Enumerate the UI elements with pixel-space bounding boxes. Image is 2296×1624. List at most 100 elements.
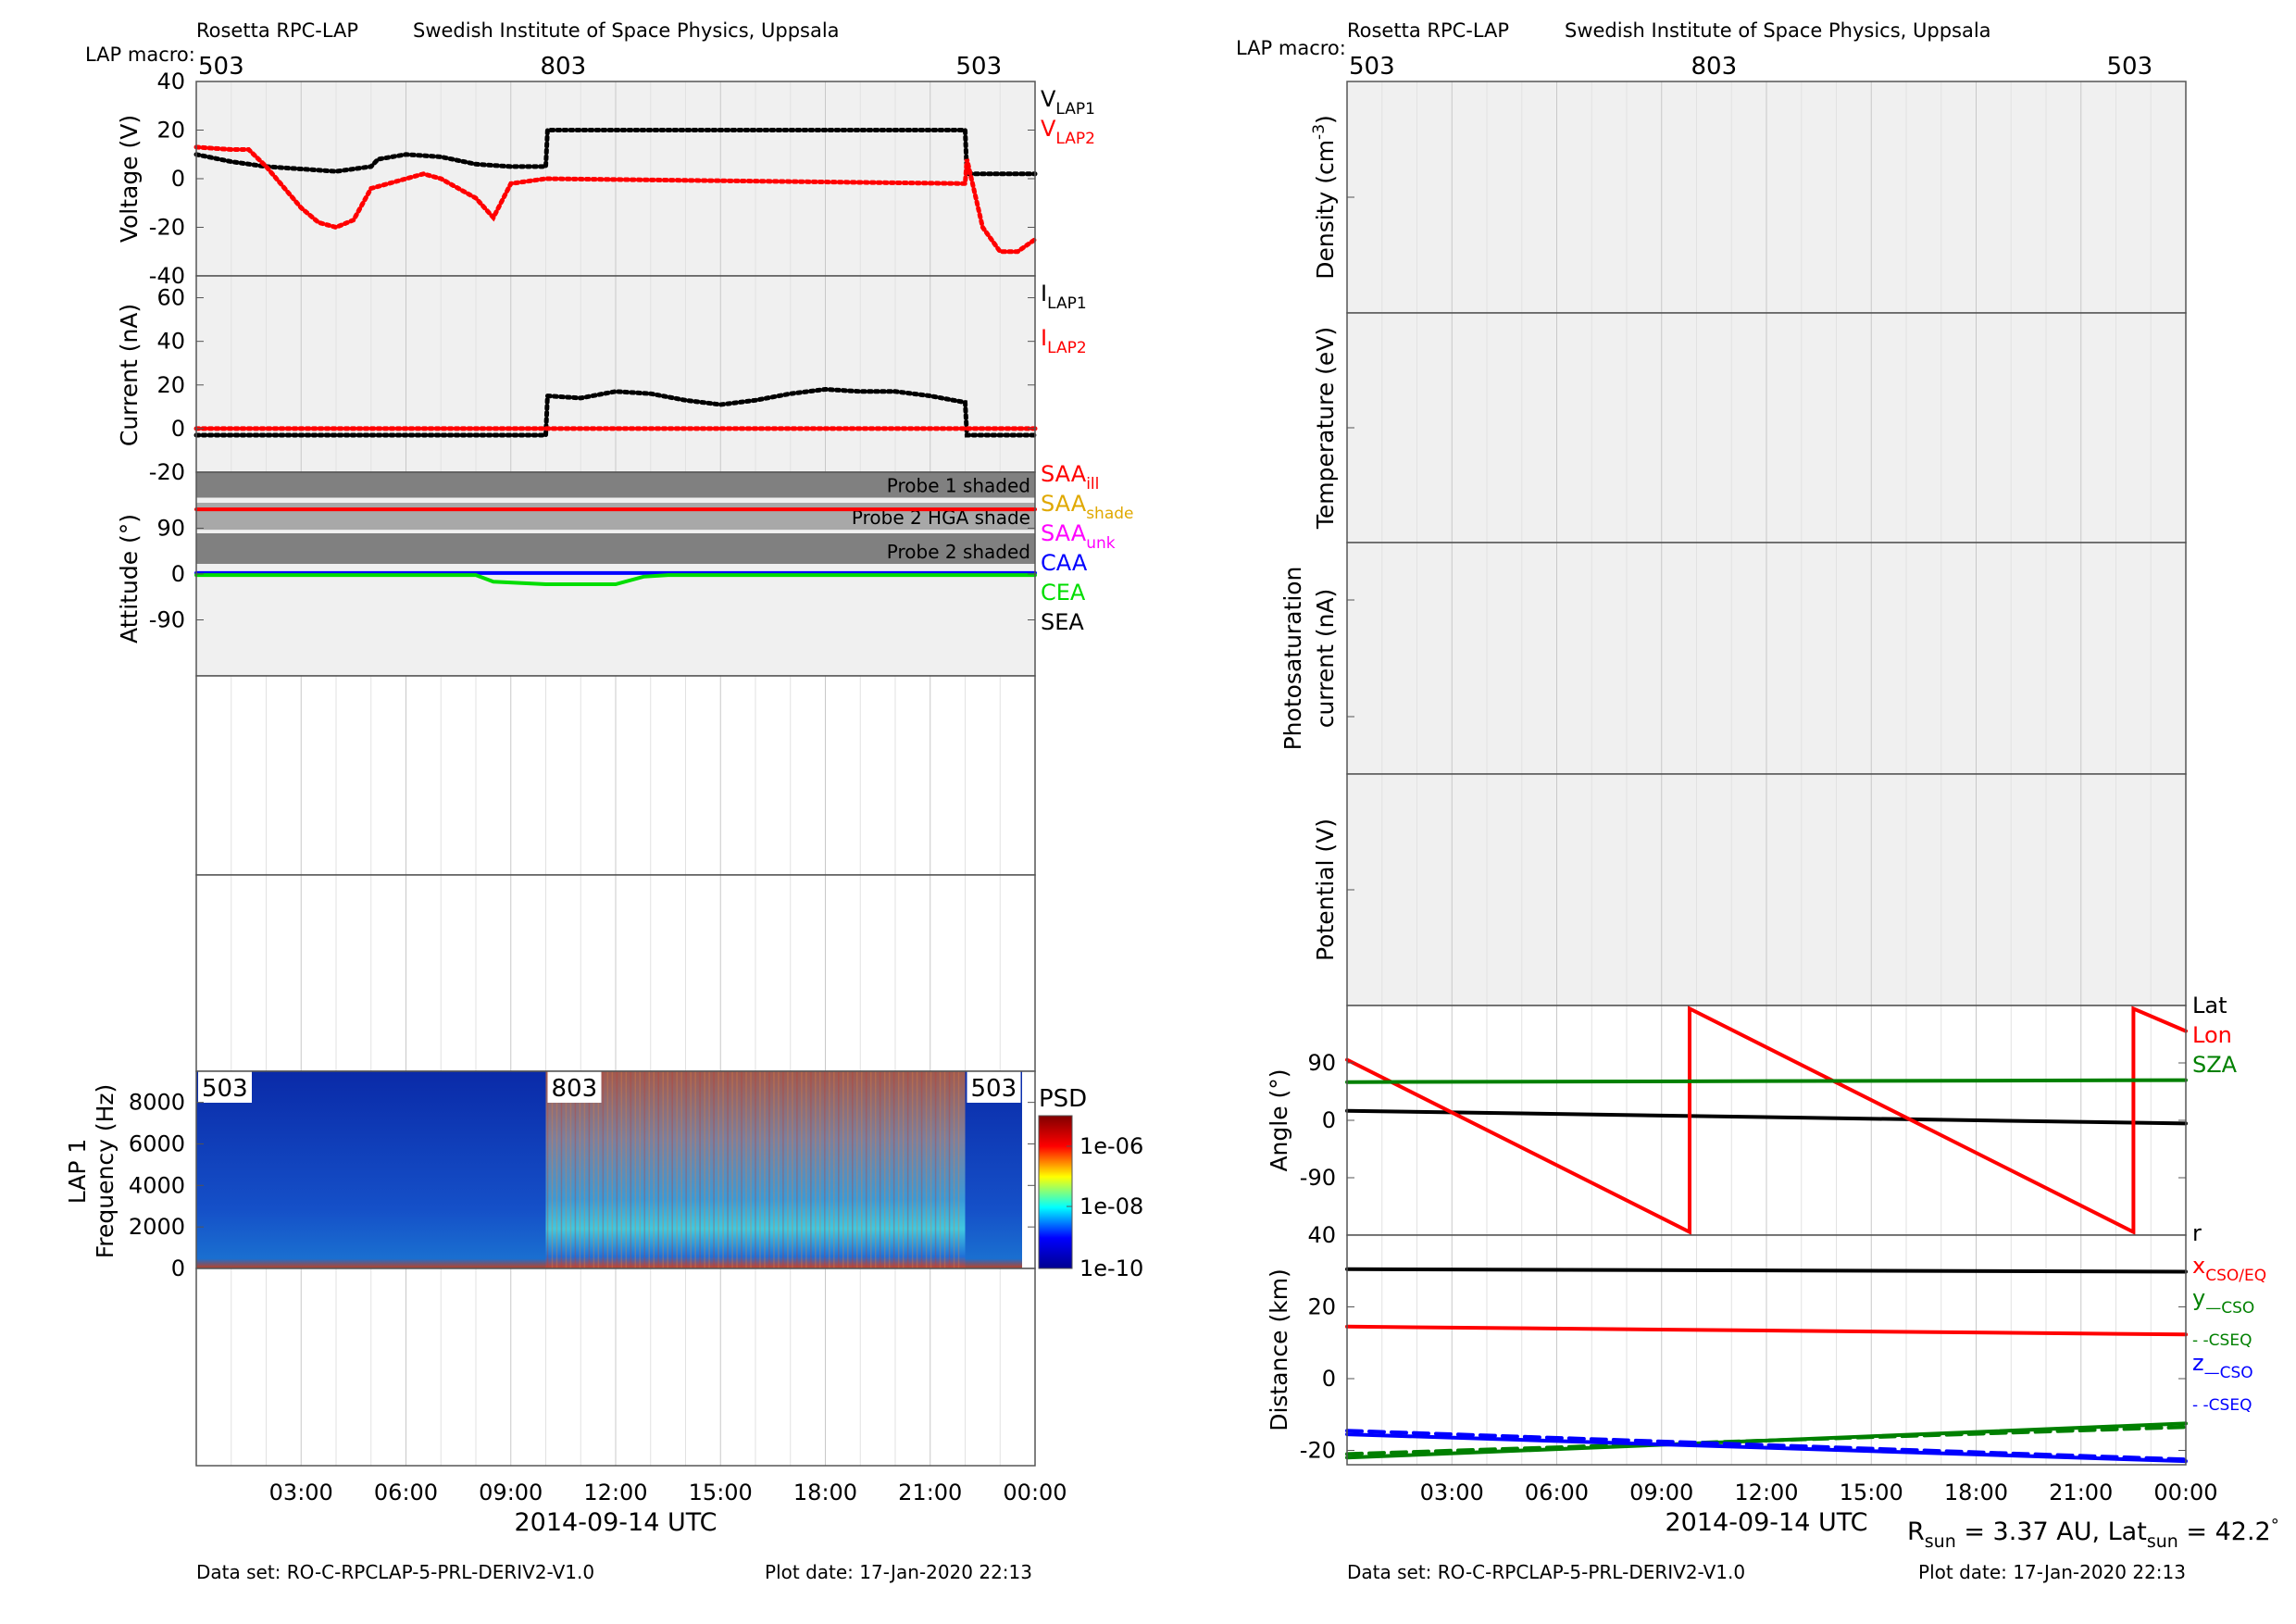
current-legend-sub: LAP1 (1047, 294, 1087, 313)
xtick-label: 09:00 (1629, 1480, 1693, 1505)
right-header: Rosetta RPC-LAP Swedish Institute of Spa… (1236, 19, 2152, 81)
distance-legend-main: r (2192, 1220, 2202, 1246)
xtick-label: 06:00 (1525, 1480, 1589, 1505)
segment-label-bg-0 (198, 1071, 252, 1103)
attitude-legend-main: CEA (1041, 580, 1086, 606)
segment-label-1: 803 (552, 1075, 598, 1103)
xtick-label: 00:00 (1003, 1480, 1067, 1505)
current-legend-0: ILAP1 (1041, 281, 1087, 313)
ytick-label: -20 (1300, 1438, 1336, 1464)
current-gridlines (231, 276, 1001, 472)
ytick-label: -90 (149, 607, 185, 633)
angle-legend-0: Lat (2192, 993, 2227, 1018)
series-x (1345, 1324, 2188, 1337)
series-VLAP2 (193, 144, 1038, 255)
distance-legend-main: x (2192, 1253, 2205, 1279)
series-y CSEQ (1345, 1425, 2188, 1456)
series-Lat (1345, 1108, 2188, 1126)
distance-legend-main: y (2192, 1285, 2205, 1311)
attitude-legend-2: SAAunk (1041, 520, 1116, 553)
attitude-legend-1: SAAshade (1041, 491, 1134, 523)
ytick-label: 20 (156, 372, 185, 398)
xtick-label: 03:00 (1420, 1480, 1484, 1505)
voltage-legend-sub: LAP1 (1055, 100, 1095, 119)
ytick-label: 0 (171, 166, 185, 192)
ytick-label: -20 (149, 215, 185, 241)
left-xlabel: 2014-09-14 UTC (514, 1508, 717, 1537)
attitude-series (194, 507, 1037, 586)
angle-legend-1: Lon (2192, 1022, 2232, 1048)
distance-series (1345, 1267, 2188, 1464)
photosat-ylabel-1: Photosaturation (1279, 567, 1306, 751)
macro-label-1: 803 (1691, 53, 1738, 81)
distance-legend-5: - -CSEQ (2192, 1396, 2252, 1415)
spectrogram-panel-label: LAP 1 (64, 1139, 91, 1205)
attitude-legend-sub: ill (1086, 475, 1099, 493)
distance-legend-sub: - -CSEQ (2192, 1396, 2252, 1415)
left-macro-label: LAP macro: (85, 44, 195, 66)
colorbar-tick-label: 1e-08 (1079, 1193, 1143, 1219)
density-ylabel-main: Density (cm (1312, 140, 1339, 280)
distance-legend-3: - -CSEQ (2192, 1331, 2252, 1350)
empty-panel-2-gridlines (231, 875, 1001, 1071)
attitude-legend-main: SAA (1041, 491, 1087, 517)
xtick-label: 12:00 (583, 1480, 647, 1505)
ytick-label: 0 (171, 416, 185, 442)
ytick-label: -20 (149, 459, 185, 485)
shade-band-2 (196, 533, 1035, 564)
xtick-label: 00:00 (2153, 1480, 2217, 1505)
colorbar-tick-label: 1e-06 (1079, 1133, 1143, 1159)
attitude-legend-sub: shade (1086, 505, 1133, 523)
ytick-label: 20 (1307, 1294, 1336, 1320)
rsun-text: Rsun = 3.37 AU, Latsun = 42.2° (1907, 1516, 2279, 1552)
macro-label-0: 503 (1349, 53, 1395, 81)
spectrogram-segments: 503 803 503 (196, 1071, 1035, 1268)
voltage-legend-main: V (1041, 86, 1056, 112)
ytick-label: 4000 (129, 1172, 185, 1198)
colorbar-ticks: 1e-06 1e-08 1e-10 (1067, 1133, 1143, 1281)
ytick-label: 8000 (129, 1090, 185, 1116)
bottom-empty-frame (195, 1268, 1036, 1467)
voltage-legend-1: VLAP2 (1041, 116, 1095, 148)
series-Lon (1345, 1006, 2188, 1235)
distance-legend-sub: CSO/EQ (2205, 1267, 2266, 1285)
density-ylabel: Density (cm-3) (1310, 115, 1339, 280)
rsun-deg: ° (2271, 1516, 2279, 1535)
xtick-label: 15:00 (1840, 1480, 1903, 1505)
series-SZA (1345, 1078, 2188, 1084)
spectrogram-panel: 503 803 503 0 2000 4000 6000 8000 LAP 1 Freque… (64, 1070, 1143, 1281)
photosat-gridlines (1381, 543, 2152, 774)
macro-label-1: 803 (541, 53, 587, 81)
right-plotdate: Plot date: 17-Jan-2020 22:13 (1918, 1561, 2186, 1583)
xtick-label: 18:00 (1944, 1480, 2008, 1505)
attitude-legend-0: SAAill (1041, 461, 1099, 493)
shade-band-label-2: Probe 2 shaded (887, 541, 1030, 563)
density-ylabel-sup: -3 (1310, 124, 1329, 140)
rsun-lat-sub: sun (2147, 1531, 2178, 1552)
segment-label-bg-1 (547, 1071, 602, 1103)
macro-label-2: 503 (2107, 53, 2153, 81)
angle-yticks: -90 0 90 (1300, 1050, 2186, 1191)
spectrogram-yticks: 0 2000 4000 6000 8000 (129, 1090, 1035, 1281)
shade-band-0 (196, 472, 1035, 498)
density-panel: Density (cm-3) (1310, 81, 2187, 314)
right-instrument: Rosetta RPC-LAP (1347, 19, 1509, 42)
voltage-series (193, 128, 1038, 255)
ytick-label: 40 (156, 329, 185, 355)
current-series (193, 386, 1038, 438)
xtick-label: 09:00 (479, 1480, 543, 1505)
current-legend-main: I (1041, 281, 1047, 306)
series-y CSO (1345, 1421, 2188, 1460)
colorbar-title: PSD (1039, 1085, 1087, 1113)
spectrogram-ylabel: Frequency (Hz) (92, 1084, 119, 1259)
left-instrument: Rosetta RPC-LAP (196, 19, 358, 42)
rsun-r-sub: sun (1925, 1531, 1956, 1552)
xtick-label: 15:00 (689, 1480, 753, 1505)
distance-legend-sub: - -CSEQ (2192, 1331, 2252, 1350)
angle-legend-2: SZA (2192, 1052, 2238, 1078)
